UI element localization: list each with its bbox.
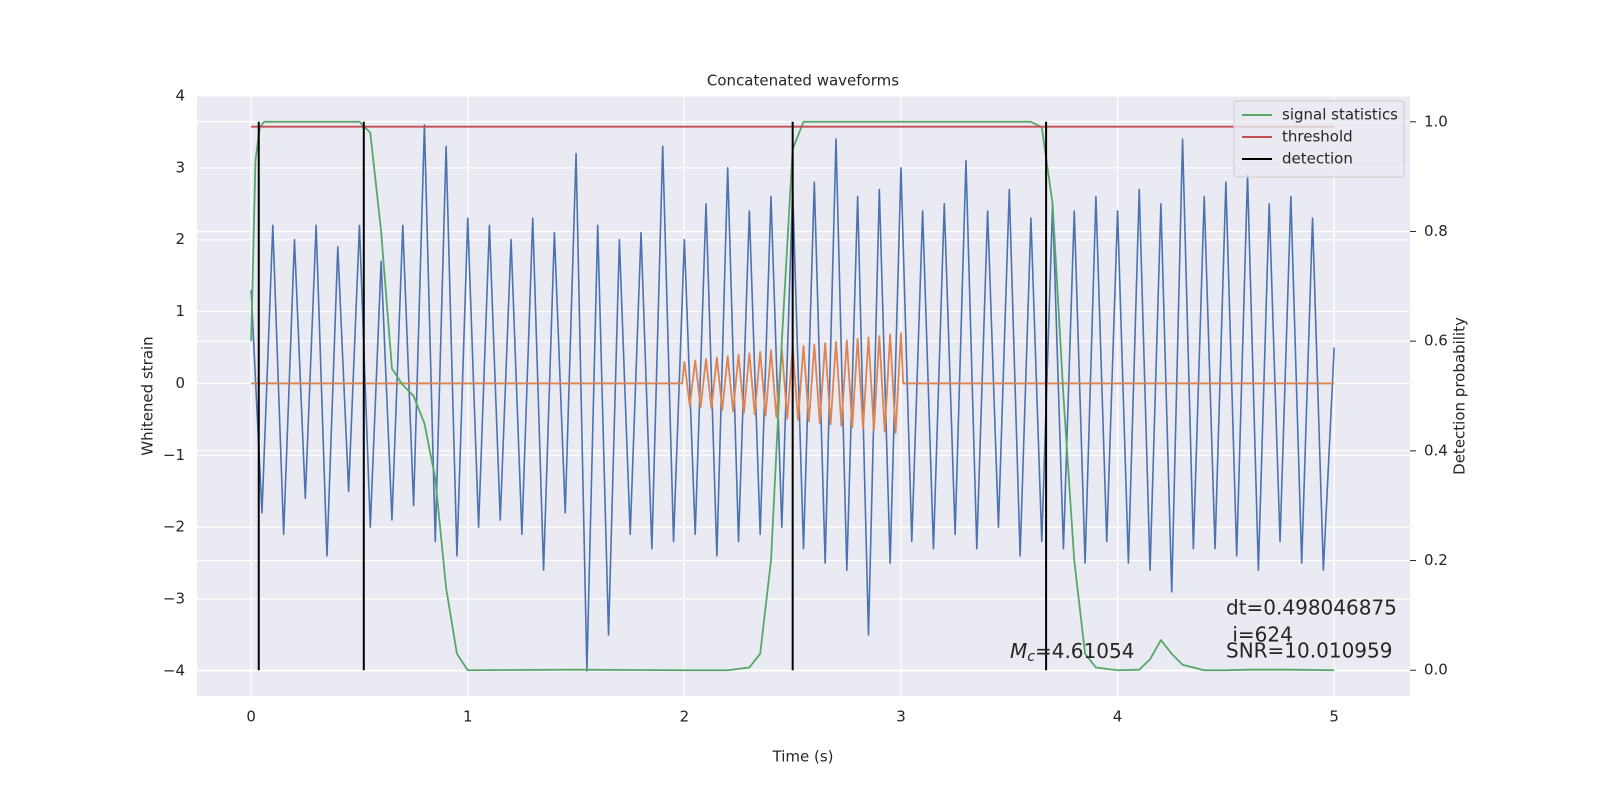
y2-tick-label: 0.4 — [1424, 441, 1448, 459]
y2-tick-label: 0.0 — [1424, 661, 1448, 679]
y2-tick-label: 1.0 — [1424, 112, 1448, 130]
y-tick-label: −1 — [163, 446, 185, 464]
x-tick-label: 2 — [680, 708, 690, 726]
plot-area — [197, 96, 1410, 696]
annotation-mc: Mc=4.61054 — [1010, 639, 1134, 666]
x-tick-label: 4 — [1113, 708, 1123, 726]
mc-symbol: M — [1010, 639, 1027, 663]
legend-label: threshold — [1282, 128, 1353, 146]
y2-tick-label: 0.2 — [1424, 551, 1448, 569]
y2-tick-label: 0.6 — [1424, 332, 1448, 350]
legend-label: detection — [1282, 150, 1353, 168]
y-tick-label: 0 — [175, 374, 185, 392]
annotation-snr: SNR=10.010959 — [1226, 639, 1392, 663]
legend-label: signal statistics — [1282, 106, 1398, 124]
marks — [250, 120, 1335, 672]
labels: 0 1 2 3 4 5 −4 −3 −2 −1 0 1 2 3 4 0.0 0.2 0.4 0.6 0.8 1.0 — [163, 87, 1448, 726]
y-tick-label: −3 — [163, 589, 185, 607]
annotation-dt: dt=0.498046875 — [1226, 596, 1397, 620]
chart-title: Concatenated waveforms — [707, 72, 899, 90]
y-tick-label: 2 — [175, 230, 185, 248]
mc-subscript: c — [1027, 649, 1035, 665]
y2-tick-label: 0.8 — [1424, 222, 1448, 240]
mc-value: =4.61054 — [1035, 639, 1134, 663]
y-tick-label: 4 — [175, 87, 185, 105]
y2-axis-label: Detection probability — [1451, 317, 1469, 475]
y-axis-label: Whitened strain — [139, 336, 157, 455]
x-tick-label: 1 — [463, 708, 473, 726]
x-tick-label: 0 — [246, 708, 256, 726]
x-axis-label: Time (s) — [772, 748, 834, 766]
y-tick-label: −2 — [163, 518, 185, 536]
series-line — [250, 120, 1335, 672]
x-tick-label: 5 — [1329, 708, 1339, 726]
legend-box — [1233, 100, 1405, 178]
y-tick-label: 1 — [175, 302, 185, 320]
y-tick-label: −4 — [163, 661, 185, 679]
x-tick-label: 3 — [896, 708, 906, 726]
annotation-i: i=624 — [1226, 623, 1293, 647]
legend: signal statistics threshold detection — [1233, 100, 1405, 178]
y-tick-label: 3 — [175, 158, 185, 176]
